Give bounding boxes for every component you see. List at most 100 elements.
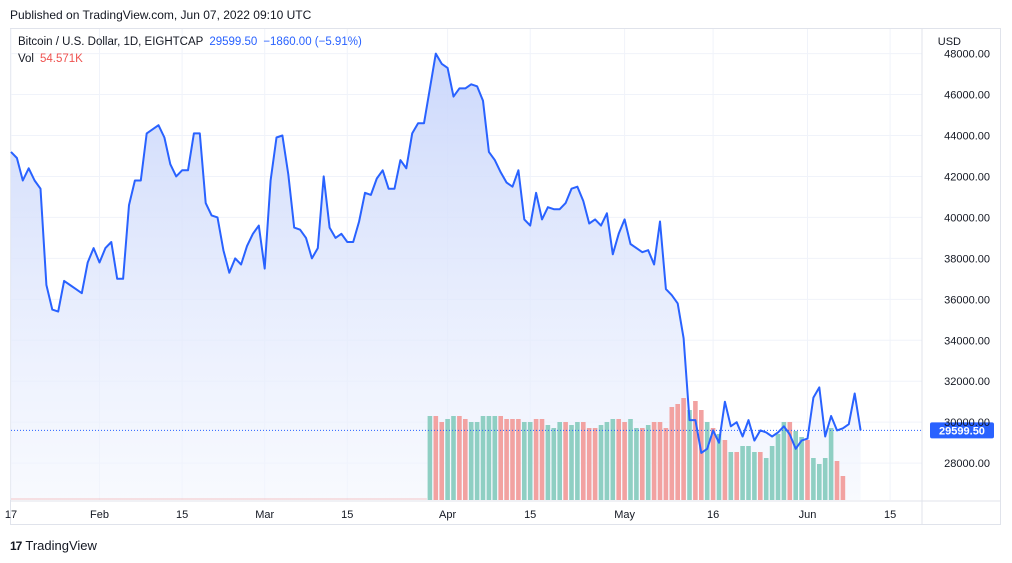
volume-bar bbox=[799, 437, 804, 500]
volume-bar bbox=[445, 419, 450, 500]
last-price-badge-label: 29599.50 bbox=[939, 425, 985, 437]
x-tick-label: 16 bbox=[707, 509, 719, 521]
volume-bar bbox=[604, 422, 610, 500]
legend-symbol-row: Bitcoin / U.S. Dollar, 1D, EIGHTCAP 29599… bbox=[18, 36, 362, 48]
volume-bar bbox=[592, 428, 598, 500]
x-tick-label: Jun bbox=[799, 509, 817, 521]
symbol-name: Bitcoin / U.S. Dollar, 1D, EIGHTCAP bbox=[18, 36, 204, 48]
volume-bar bbox=[657, 422, 663, 500]
volume-bar bbox=[663, 428, 669, 500]
volume-bar bbox=[492, 416, 498, 500]
volume-bar bbox=[634, 428, 639, 500]
volume-bar bbox=[834, 461, 840, 500]
x-tick-label: 17 bbox=[5, 509, 17, 521]
volume-bar bbox=[681, 398, 686, 500]
volume-bar bbox=[775, 434, 781, 500]
volume-bar bbox=[504, 419, 509, 500]
volume-bar bbox=[669, 407, 675, 500]
volume-bar bbox=[610, 419, 616, 500]
y-tick-label: 30000.00 bbox=[944, 417, 990, 429]
volume-bar bbox=[427, 416, 433, 500]
volume-bar bbox=[527, 422, 533, 500]
volume-bar bbox=[545, 425, 551, 500]
volume-bar bbox=[728, 452, 734, 500]
volume-bar bbox=[480, 416, 486, 500]
volume-bar bbox=[451, 416, 456, 500]
volume-bar bbox=[598, 425, 604, 500]
volume-bar bbox=[787, 422, 793, 500]
volume-bar bbox=[811, 458, 816, 500]
volume-bar bbox=[828, 428, 834, 500]
volume-bar bbox=[687, 410, 692, 500]
volume-bar bbox=[651, 422, 657, 500]
last-price-badge bbox=[930, 422, 994, 439]
volume-bar bbox=[793, 431, 798, 500]
y-tick-label: 32000.00 bbox=[944, 376, 990, 388]
volume-bar bbox=[758, 452, 763, 500]
volume-bar bbox=[486, 416, 492, 500]
volume-bar bbox=[474, 422, 480, 500]
y-tick-label: 46000.00 bbox=[944, 90, 990, 102]
y-tick-label: 28000.00 bbox=[944, 458, 990, 470]
price-area-fill bbox=[11, 53, 861, 500]
volume-bar bbox=[575, 422, 580, 500]
volume-bar bbox=[533, 419, 539, 500]
volume-bar bbox=[551, 428, 557, 500]
y-tick-label: 34000.00 bbox=[944, 335, 990, 347]
volume-bar bbox=[463, 419, 468, 500]
volume-bar bbox=[510, 419, 515, 500]
x-tick-label: 15 bbox=[884, 509, 896, 521]
y-tick-label: 48000.00 bbox=[944, 49, 990, 61]
y-tick-label: 36000.00 bbox=[944, 294, 990, 306]
volume-bar bbox=[645, 425, 651, 500]
volume-bar bbox=[840, 476, 846, 500]
volume-bar bbox=[734, 452, 739, 500]
x-tick-label: 15 bbox=[176, 509, 188, 521]
y-tick-label: 38000.00 bbox=[944, 253, 990, 265]
footer-brand[interactable]: 17 TradingView bbox=[10, 538, 97, 553]
volume-bar bbox=[763, 458, 769, 500]
volume-bar bbox=[817, 464, 822, 500]
volume-bar bbox=[675, 404, 680, 500]
volume-bar bbox=[640, 428, 645, 500]
legend-volume-row: Vol 54.571K bbox=[18, 53, 83, 65]
volume-bar bbox=[457, 416, 462, 500]
currency-label: USD bbox=[938, 36, 961, 48]
price-change: −1860.00 (−5.91%) bbox=[263, 36, 362, 48]
volume-bar bbox=[781, 422, 787, 500]
y-tick-label: 40000.00 bbox=[944, 212, 990, 224]
volume-value: 54.571K bbox=[40, 53, 83, 65]
volume-bar bbox=[722, 440, 728, 500]
last-price: 29599.50 bbox=[209, 36, 258, 48]
x-tick-label: Mar bbox=[255, 509, 274, 521]
volume-bar bbox=[628, 419, 633, 500]
volume-bar bbox=[557, 422, 562, 500]
x-tick-label: 15 bbox=[524, 509, 536, 521]
volume-bar bbox=[569, 425, 574, 500]
price-line[interactable] bbox=[10, 52, 862, 454]
volume-bar bbox=[581, 422, 586, 500]
volume-bar bbox=[516, 419, 521, 500]
x-tick-label: 15 bbox=[341, 509, 353, 521]
volume-bar bbox=[693, 401, 698, 500]
volume-bar bbox=[822, 458, 828, 500]
y-tick-label: 42000.00 bbox=[944, 171, 990, 183]
brand-name: TradingView bbox=[25, 538, 97, 553]
volume-bar bbox=[616, 419, 621, 500]
volume-bar bbox=[716, 434, 722, 500]
published-note: Published on TradingView.com, Jun 07, 20… bbox=[10, 8, 312, 22]
volume-bar bbox=[622, 422, 627, 500]
volume-label: Vol bbox=[18, 53, 34, 65]
y-tick-label: 44000.00 bbox=[944, 130, 990, 142]
volume-bar bbox=[498, 416, 503, 500]
volume-bar bbox=[433, 416, 439, 500]
volume-bar bbox=[563, 422, 568, 500]
volume-bar bbox=[586, 428, 592, 500]
volume-bar bbox=[710, 428, 716, 500]
x-tick-label: Feb bbox=[90, 509, 109, 521]
volume-bars bbox=[11, 398, 846, 500]
volume-bar bbox=[539, 419, 545, 500]
x-tick-label: May bbox=[614, 509, 635, 521]
x-tick-label: Apr bbox=[439, 509, 456, 521]
